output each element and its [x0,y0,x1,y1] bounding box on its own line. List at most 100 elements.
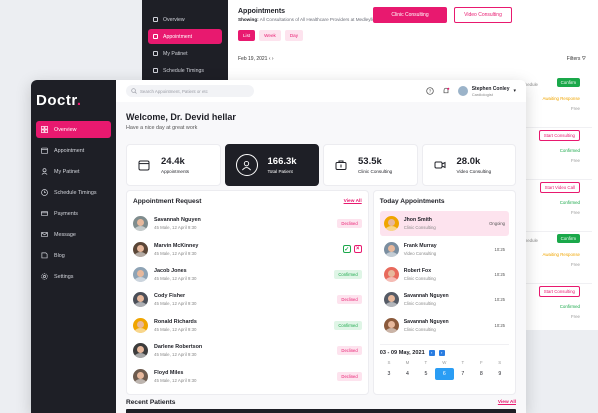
svg-text:?: ? [428,89,431,94]
avatar [383,317,399,333]
panel-title: Recent Patients [126,399,176,406]
patient-name: Frank Murray [403,242,437,249]
stat-value: 24.4k [161,156,185,167]
search-icon [131,88,137,94]
filters-button[interactable]: Filters ⛛ [566,56,586,62]
calendar-day[interactable]: 5 [424,370,428,377]
sidebar-item-overview[interactable]: Overview [36,121,111,138]
stat-card-appointments[interactable]: 24.4k Appointments [126,144,221,186]
stat-card-clinic-consulting[interactable]: 53.5k Clinic Consulting [323,144,418,186]
list-item[interactable]: Savannah Nguyen 45 Male, 12 April 9:30 D… [133,211,362,236]
request-list: Savannah Nguyen 45 Male, 12 April 9:30 D… [133,211,362,389]
sidebar-item-settings[interactable]: Settings [36,268,111,285]
chevron-right-icon[interactable]: › [438,349,445,356]
sidebar-item-blog[interactable]: Blog [36,247,111,264]
calendar-day[interactable]: 7 [461,370,465,377]
start-video-call-button[interactable]: Start Video Call [539,182,580,193]
reject-x-icon[interactable]: × [353,245,362,254]
start-consulting-button[interactable]: Start Consulting [538,286,580,297]
weekday-label: W [442,359,447,365]
patient-meta: 45 Male, 12 April 9:30 [154,225,197,231]
tab-list[interactable]: List [238,30,256,41]
reschedule-link[interactable]: Reschedule [514,82,538,87]
tab-week[interactable]: Week [259,30,281,41]
view-all-link[interactable]: View All [497,400,516,405]
avatar [383,241,399,257]
list-item[interactable]: Ronald Richards 45 Male, 12 April 9:30 C… [133,313,362,338]
bg-nav-overview[interactable]: Overview [148,12,222,27]
confirmed-status: Confirmed [559,304,580,309]
calendar-day[interactable]: 9 [498,370,502,377]
reschedule-link[interactable]: Reschedule [514,238,538,243]
accept-check-icon[interactable]: ✓ [342,245,351,254]
stat-card-video-consulting[interactable]: 28.0k Video Consulting [421,144,516,186]
patient-name: Floyd Miles [154,369,184,376]
list-item[interactable]: Savannah Nguyen Clinic Consulting 10:25 [380,313,509,338]
blog-icon [41,252,48,259]
calendar-day[interactable]: 8 [479,370,483,377]
start-consulting-button[interactable]: Start Consulting [538,130,580,141]
avatar [133,292,148,308]
list-item[interactable]: Frank Murray Video Consulting 10:25 [380,236,509,261]
video-consulting-button[interactable]: Video Consulting [454,7,512,23]
help-icon[interactable]: ? [426,87,434,95]
mail-icon [41,231,48,238]
list-item[interactable]: Floyd Miles 45 Male, 12 April 9:30 Decli… [133,363,362,388]
list-item[interactable]: Savannah Nguyen Clinic Consulting 10:25 [380,287,509,312]
search-input[interactable]: Search Appointment, Patient or etc [126,85,254,97]
calendar-day[interactable]: 4 [405,370,409,377]
stat-value: 53.5k [358,156,382,167]
list-item[interactable]: Darlene Robertson 45 Male, 12 April 9:30… [133,338,362,363]
tab-day[interactable]: Day [284,30,303,41]
bg-main: Appointments Showing: All Consultations … [228,0,598,330]
confirmed-status: Confirmed [559,200,580,205]
bg-page-title: Appointments [238,8,286,15]
view-all-link[interactable]: View All [343,199,362,204]
status-badge: Confirmed [334,269,362,279]
bg-nav-schedule[interactable]: Schedule Timings [148,63,222,78]
confirm-button[interactable]: Confirm [556,78,580,87]
list-item[interactable]: Jhon Smith Clinic Consulting Ongoing [379,211,509,237]
notification-bell-icon[interactable] [442,87,450,95]
list-item[interactable]: Marvin McKinney 45 Male, 12 April 9:30 ✓… [133,236,362,261]
sidebar-item-payments[interactable]: Payments [36,205,111,222]
list-item[interactable]: Jacob Jones 45 Male, 12 April 9:30 Confi… [133,262,362,287]
list-item[interactable]: Cody Fisher 45 Male, 12 April 9:30 Decli… [133,287,362,312]
welcome-section: Welcome, Dr. Devid hellar Have a nice da… [116,102,526,131]
sidebar-item-message[interactable]: Message [36,226,111,243]
chevron-left-icon[interactable]: ‹ [428,349,435,356]
bg-nav-patient[interactable]: My Patinet [148,46,222,61]
confirm-button[interactable]: Confirm [556,234,580,243]
calendar-day[interactable]: 3 [387,370,391,377]
awaiting-status: Awaiting Response [542,252,580,257]
patient-meta: 45 Male, 12 April 9:30 [154,352,197,358]
patient-name: Cody Fisher [154,293,186,300]
calendar-day[interactable]: 6 [435,367,454,380]
main-content: Search Appointment, Patient or etc ? Ste… [116,80,526,413]
patient-name: Savannah Nguyen [403,293,449,300]
appointment-time: 10:25 [494,246,505,252]
sidebar-item-patient[interactable]: My Patinet [36,163,111,180]
appointment-time: 10:25 [494,322,505,328]
weekday-label: T [424,359,428,365]
avatar [133,216,148,232]
search-placeholder: Search Appointment, Patient or etc [140,88,208,94]
patient-name: Savannah Nguyen [154,217,201,224]
patient-meta: 45 Male, 12 April 9:30 [154,377,197,383]
sidebar-item-appointment[interactable]: Appointment [36,142,111,159]
recent-patients-section: Recent Patients View All [126,399,516,413]
patient-name: Ronald Richards [154,318,197,325]
user-menu[interactable]: Stephen Conley Cardiologist ▾ [457,86,516,97]
list-item[interactable]: Robert Fox Clinic Consulting 10:25 [380,262,509,287]
clinic-consulting-button[interactable]: Clinic Consulting [373,7,447,23]
free-label: Free [570,210,580,215]
sidebar-item-schedule[interactable]: Schedule Timings [36,184,111,201]
patient-meta: 45 Male, 12 April 9:30 [154,301,197,307]
grid-icon [41,126,48,133]
stat-card-total-patient[interactable]: 166.3k Total Patient [224,144,319,186]
patient-name: Marvin McKinney [154,242,199,249]
bg-date-selector[interactable]: Feb 19, 2021 ‹ › [238,56,274,62]
avatar [133,317,148,333]
bg-nav-appointment[interactable]: Appointment [148,29,222,44]
